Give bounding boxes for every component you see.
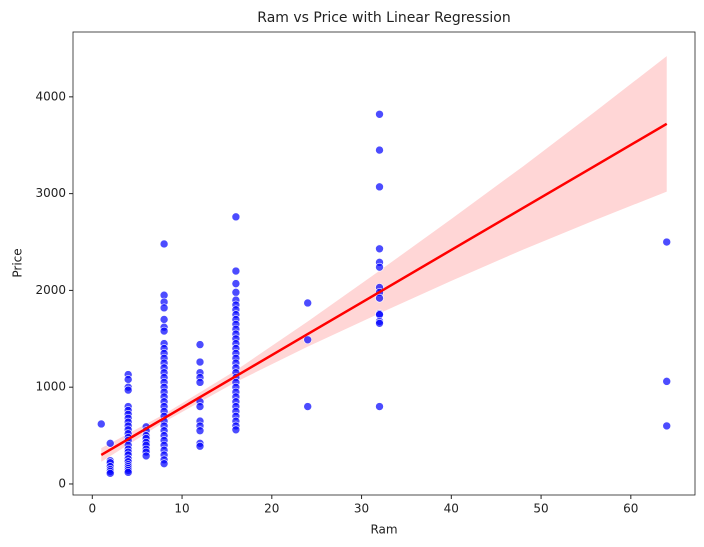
data-point [303, 402, 313, 411]
confidence-band [101, 56, 667, 462]
data-point [375, 402, 384, 411]
data-point [662, 377, 672, 386]
data-point [105, 469, 115, 478]
x-axis-label: Ram [370, 523, 397, 537]
data-point [123, 375, 133, 384]
x-tick-label: 60 [623, 502, 638, 516]
x-tick-label: 0 [88, 502, 96, 516]
data-point [195, 357, 205, 367]
data-point [662, 421, 672, 431]
data-point [375, 145, 384, 155]
data-point [375, 293, 384, 303]
y-tick-label: 2000 [35, 283, 66, 297]
x-tick-label: 10 [174, 502, 189, 516]
data-point [195, 426, 205, 436]
data-point [141, 451, 151, 461]
data-point [303, 298, 313, 308]
x-tick-label: 30 [354, 502, 369, 516]
y-axis-label: Price [11, 248, 25, 277]
data-point [375, 109, 384, 119]
y-tick-label: 1000 [35, 380, 66, 394]
data-point [159, 459, 169, 468]
data-point [231, 212, 241, 222]
data-point [375, 319, 384, 328]
x-tick-label: 40 [444, 502, 459, 516]
data-point [231, 425, 241, 435]
data-point [195, 441, 205, 451]
data-point [195, 402, 205, 411]
data-point [159, 315, 169, 324]
data-point [105, 439, 115, 448]
data-point [375, 244, 384, 254]
data-point [662, 237, 672, 247]
data-point [231, 279, 241, 288]
plot-frame [72, 31, 696, 496]
x-tick-label: 20 [264, 502, 279, 516]
data-point [159, 303, 169, 313]
data-point [159, 326, 169, 336]
data-point [231, 266, 241, 276]
chart-title: Ram vs Price with Linear Regression [257, 10, 510, 26]
data-point [96, 419, 106, 429]
y-tick-label: 3000 [35, 186, 66, 200]
data-point [231, 288, 241, 297]
data-point [375, 262, 384, 272]
data-point [375, 182, 384, 192]
data-point [123, 468, 133, 477]
data-point [303, 335, 313, 345]
data-point [123, 385, 133, 395]
y-tick-label: 0 [58, 476, 66, 490]
data-point [195, 340, 205, 349]
regression-line [100, 122, 668, 457]
y-tick-label: 4000 [35, 89, 66, 103]
x-tick-label: 50 [533, 502, 548, 516]
data-point [195, 378, 205, 387]
data-point [159, 239, 169, 249]
